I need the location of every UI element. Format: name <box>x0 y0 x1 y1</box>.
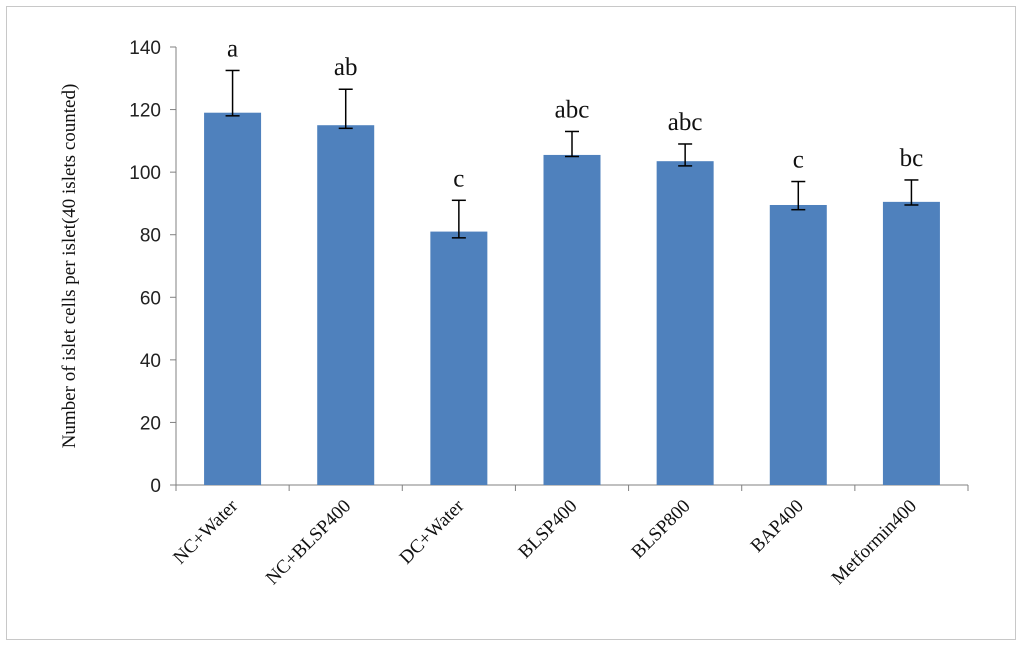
category-labels: NC+Water NC+BLSP400 DC+Water BLSP400 BLSP800… <box>169 495 921 589</box>
significance-label: c <box>793 147 804 174</box>
y-tick-label: 60 <box>140 288 161 309</box>
bar <box>317 125 375 485</box>
y-axis-label-group: Number of islet cells per islet(40 islet… <box>59 84 80 449</box>
bar <box>430 231 488 485</box>
significance-label: a <box>227 35 238 62</box>
bar <box>204 112 262 485</box>
y-tick-label: 120 <box>129 101 161 122</box>
category-label: BAP400 <box>747 496 808 557</box>
category-label: BLSP400 <box>514 496 581 563</box>
y-ticks: 0 20 40 60 80 100 120 140 <box>129 38 176 497</box>
category-label: NC+Water <box>169 495 242 568</box>
chart-frame <box>6 6 1016 640</box>
significance-label: bc <box>900 145 924 172</box>
bar <box>882 201 940 485</box>
significance-label: ab <box>334 54 358 81</box>
y-tick-label: 0 <box>150 476 161 497</box>
error-bars <box>225 69 919 239</box>
category-label: BLSP800 <box>628 496 695 563</box>
significance-label: c <box>453 165 464 192</box>
bars <box>204 112 940 485</box>
bar <box>769 204 827 485</box>
category-label: Metformin400 <box>828 496 921 589</box>
significance-label: abc <box>668 109 703 136</box>
significance-label: abc <box>555 96 590 123</box>
y-axis-label: Number of islet cells per islet(40 islet… <box>59 84 80 449</box>
category-label: NC+BLSP400 <box>262 496 355 589</box>
bar <box>543 154 601 485</box>
y-tick-label: 80 <box>140 226 161 247</box>
bar <box>656 161 714 485</box>
y-tick-label: 40 <box>140 351 161 372</box>
category-label: DC+Water <box>396 495 469 568</box>
y-tick-label: 100 <box>129 163 161 184</box>
y-tick-label: 140 <box>129 38 161 59</box>
y-tick-label: 20 <box>140 413 161 434</box>
